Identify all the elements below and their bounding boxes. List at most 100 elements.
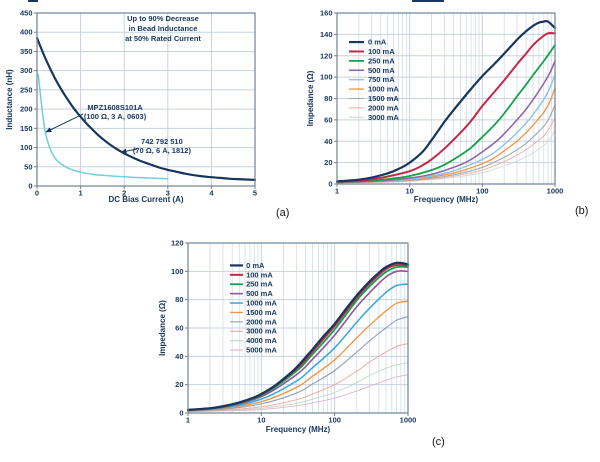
y-tick-label-b: 60	[324, 115, 332, 124]
y-tick-label-a: 250	[20, 85, 33, 94]
legend-label-2000-ma: 2000 mA	[246, 317, 277, 326]
x-tick-label-c: 1000	[400, 416, 417, 425]
annotation-line-1: Up to 90% Decrease	[127, 14, 199, 23]
panel-label-a: (a)	[276, 207, 290, 219]
legend-label-250-ma: 250 mA	[368, 56, 395, 65]
legend-label-0-ma: 0 mA	[246, 261, 265, 270]
curve-3000-ma	[336, 130, 556, 184]
annotation-line-2: in Bead Inductance	[129, 24, 198, 33]
gridlines-a	[37, 13, 255, 186]
curve-500-ma	[336, 60, 556, 184]
curve-1500-ma	[336, 104, 556, 184]
legend-label-100-ma: 100 mA	[368, 47, 395, 56]
curve-5000-ma	[187, 374, 409, 413]
legend-label-250-ma: 250 mA	[246, 280, 273, 289]
legend-label-3000-ma: 3000 mA	[368, 113, 399, 122]
x-tick-label-a: 3	[166, 189, 170, 198]
legend-label-1500-ma: 1500 mA	[368, 94, 399, 103]
panel-label-b: (b)	[575, 205, 589, 217]
curve-750-ma	[336, 74, 556, 184]
plot-frame-a	[36, 12, 256, 187]
y-tick-label-a: 200	[20, 105, 33, 114]
curve-1000-ma	[187, 283, 409, 412]
y-tick-label-b: 100	[320, 73, 333, 82]
y-axis-title-a: Inductance (nH)	[5, 69, 14, 130]
x-tick-label-a: 5	[253, 189, 257, 198]
y-tick-label-c: 100	[171, 267, 184, 276]
legend-label-3000-ma: 3000 mA	[246, 327, 277, 336]
y-tick-label-a: 0	[28, 182, 32, 191]
callout-line: MPZ1608S101A	[87, 103, 143, 112]
x-axis-title-c: Frequency (MHz)	[266, 425, 331, 434]
callout-arrow	[120, 148, 138, 154]
x-tick-label-a: 1	[79, 189, 83, 198]
cropped-artifact-left	[28, 0, 38, 2]
x-tick-label-b: 10	[405, 187, 413, 196]
legend-label-0-ma: 0 mA	[368, 38, 387, 47]
series-group-b	[335, 19, 557, 184]
curve-742-792-510-70-6-a-1812	[35, 36, 257, 181]
cropped-artifact-right	[412, 0, 444, 2]
legend-label-500-ma: 500 mA	[368, 66, 395, 75]
y-tick-label-c: 40	[175, 352, 183, 361]
x-tick-label-b: 1000	[547, 187, 564, 196]
y-tick-label-c: 120	[171, 239, 184, 248]
y-tick-label-a: 350	[20, 47, 33, 56]
legend-label-100-ma: 100 mA	[246, 270, 273, 279]
x-tick-label-b: 1	[335, 187, 339, 196]
panel-label-c: (c)	[432, 436, 445, 448]
legend-label-2000-ma: 2000 mA	[368, 103, 399, 112]
legend-label-4000-ma: 4000 mA	[246, 336, 277, 345]
annotation-line-3: at 50% Rated Current	[125, 34, 201, 43]
x-axis-title-b: Frequency (MHz)	[414, 195, 479, 204]
y-tick-label-b: 20	[324, 158, 332, 167]
curve-3000-ma	[187, 343, 409, 412]
y-tick-label-b: 160	[320, 9, 333, 18]
y-tick-label-a: 50	[24, 162, 32, 171]
curve-1500-ma	[187, 300, 409, 412]
y-tick-label-b: 120	[320, 51, 333, 60]
x-tick-label-c: 1	[186, 416, 190, 425]
y-tick-label-c: 20	[175, 380, 183, 389]
x-tick-label-a: 4	[209, 189, 214, 198]
y-tick-label-b: 0	[328, 180, 332, 189]
y-tick-label-b: 140	[320, 30, 333, 39]
series-group-a	[35, 36, 257, 181]
x-tick-label-b: 100	[476, 187, 489, 196]
curve-250-ma	[336, 44, 556, 183]
legend-label-750-ma: 750 mA	[368, 75, 395, 84]
legend-label-1000-ma: 1000 mA	[246, 299, 277, 308]
y-tick-label-a: 450	[20, 9, 33, 18]
series-group-c	[186, 261, 410, 413]
callout-line: (70 Ω, 6 A, 1812)	[133, 146, 192, 155]
callout-arrow	[45, 113, 84, 133]
callout-line: 742 792 510	[141, 137, 183, 146]
y-tick-label-c: 80	[175, 295, 183, 304]
y-tick-label-a: 100	[20, 143, 33, 152]
y-tick-label-a: 300	[20, 66, 33, 75]
y-tick-label-a: 400	[20, 28, 33, 37]
x-axis-title-a: DC Bias Current (A)	[108, 195, 183, 204]
x-tick-label-c: 10	[257, 416, 265, 425]
curve-100-ma	[336, 31, 556, 183]
x-tick-label-a: 2	[122, 189, 126, 198]
x-tick-label-a: 0	[35, 189, 39, 198]
curve-4000-ma	[187, 362, 409, 412]
legend-label-5000-ma: 5000 mA	[246, 346, 277, 355]
y-tick-label-a: 150	[20, 124, 33, 133]
y-tick-label-b: 40	[324, 137, 332, 146]
y-tick-label-c: 0	[179, 409, 183, 418]
callout-line: (100 Ω, 3 A, 0603)	[84, 112, 147, 121]
y-axis-title-b: Impedance (Ω)	[306, 70, 315, 126]
legend-label-1000-ma: 1000 mA	[368, 85, 399, 94]
y-tick-label-b: 80	[324, 94, 332, 103]
y-axis-title-c: Impedance (Ω)	[158, 300, 167, 356]
gridlines-c	[188, 243, 408, 413]
curve-mpz1608s101a-100-3-a-0603	[37, 73, 169, 180]
y-tick-label-c: 60	[175, 324, 183, 333]
legend-label-1500-ma: 1500 mA	[246, 308, 277, 317]
